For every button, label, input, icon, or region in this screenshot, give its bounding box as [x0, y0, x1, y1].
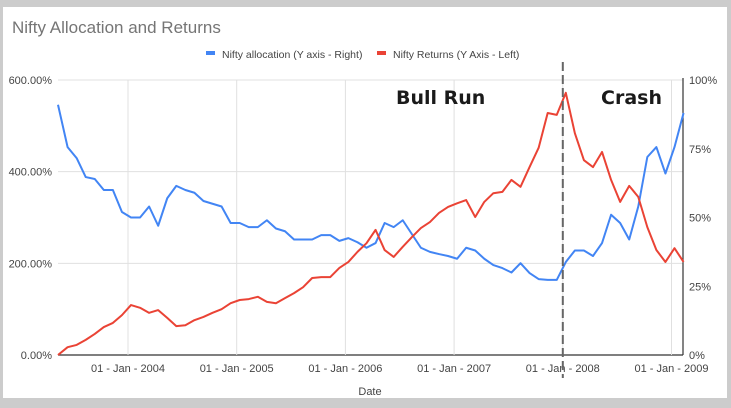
legend-swatch-returns — [377, 51, 386, 55]
x-axis-label: Date — [358, 386, 381, 398]
x-tick-label: 01 - Jan - 2007 — [417, 363, 491, 375]
y-right-tick-label: 100% — [689, 75, 717, 87]
chart-card — [3, 7, 727, 398]
legend-label-returns: Nifty Returns (Y Axis - Left) — [393, 49, 519, 61]
y-left-tick-label: 200.00% — [9, 258, 53, 270]
allocation-line — [57, 104, 685, 281]
x-tick-label: 01 - Jan - 2006 — [308, 363, 382, 375]
x-tick-label: 01 - Jan - 2005 — [200, 363, 274, 375]
returns-line — [57, 91, 685, 356]
y-left-tick-label: 400.00% — [9, 167, 53, 179]
y-right-tick-label: 50% — [689, 213, 711, 225]
y-left-tick-label: 0.00% — [21, 350, 52, 362]
y-right-tick-label: 75% — [689, 144, 711, 156]
y-right-tick-label: 25% — [689, 281, 711, 293]
annotation-crash: Crash — [601, 87, 662, 109]
y-right-tick-label: 0% — [689, 350, 705, 362]
y-left-tick-label: 600.00% — [9, 75, 53, 87]
x-tick-label: 01 - Jan - 2004 — [91, 363, 165, 375]
legend-label-allocation: Nifty allocation (Y axis - Right) — [222, 49, 362, 61]
legend: Nifty allocation (Y axis - Right) Nifty … — [206, 49, 519, 61]
x-tick-label: 01 - Jan - 2009 — [635, 363, 709, 375]
chart-title: Nifty Allocation and Returns — [12, 18, 221, 37]
annotation-bull-run: Bull Run — [396, 87, 485, 109]
legend-swatch-allocation — [206, 51, 215, 55]
